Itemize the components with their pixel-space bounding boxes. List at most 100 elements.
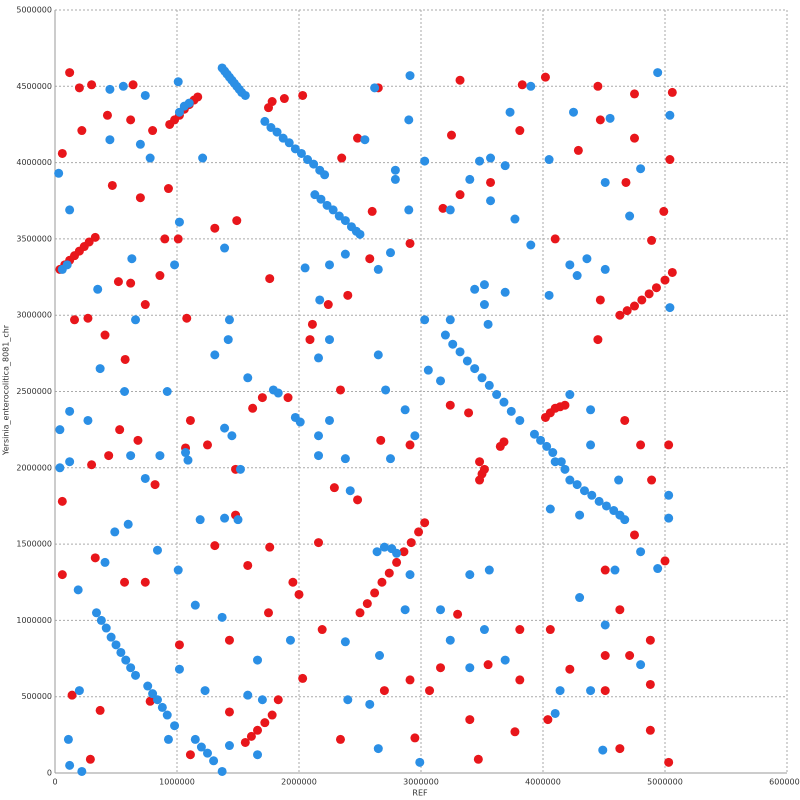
point xyxy=(486,196,496,206)
point xyxy=(586,405,596,415)
point xyxy=(365,254,375,264)
point xyxy=(224,635,234,645)
point xyxy=(120,387,130,396)
point xyxy=(440,330,450,340)
point xyxy=(155,451,165,461)
point xyxy=(73,585,83,595)
point xyxy=(365,699,375,709)
point xyxy=(126,115,136,125)
point xyxy=(340,454,350,464)
point xyxy=(601,501,611,511)
point xyxy=(57,148,67,158)
point xyxy=(210,350,220,360)
point xyxy=(400,405,410,415)
point xyxy=(660,275,670,285)
point xyxy=(113,277,123,287)
point xyxy=(343,695,353,705)
point xyxy=(233,515,243,525)
point xyxy=(57,570,67,580)
point xyxy=(659,206,669,216)
point xyxy=(484,565,494,575)
point xyxy=(90,232,100,242)
point xyxy=(273,388,283,398)
point xyxy=(410,733,420,743)
point xyxy=(587,490,597,500)
point xyxy=(475,156,485,166)
point xyxy=(121,655,131,665)
point xyxy=(126,663,136,673)
point xyxy=(465,570,475,580)
point xyxy=(438,203,448,213)
y-tick-label: 0 xyxy=(47,769,52,778)
point xyxy=(404,115,414,125)
point xyxy=(309,159,319,169)
point xyxy=(65,457,75,467)
point xyxy=(420,518,430,528)
point xyxy=(243,373,253,383)
point xyxy=(210,223,220,233)
point xyxy=(123,519,133,529)
point xyxy=(298,673,308,683)
point xyxy=(118,81,128,91)
point xyxy=(544,155,554,165)
point xyxy=(600,565,610,575)
point xyxy=(150,480,160,490)
y-axis-label: Yersinia_enterocolitica_8081_chr xyxy=(2,324,11,456)
point xyxy=(198,153,208,163)
point xyxy=(294,589,304,599)
point xyxy=(586,686,596,696)
point xyxy=(272,127,282,137)
point xyxy=(630,530,639,540)
y-tick-label: 2000000 xyxy=(16,463,52,472)
point xyxy=(217,612,227,622)
y-tick-label: 3000000 xyxy=(16,311,52,320)
point xyxy=(615,605,625,615)
point xyxy=(190,600,200,610)
point xyxy=(565,260,575,270)
point xyxy=(55,463,65,473)
point xyxy=(565,390,575,400)
point xyxy=(484,380,494,390)
point xyxy=(152,695,162,705)
point xyxy=(95,705,105,715)
point xyxy=(473,754,483,764)
point xyxy=(445,635,455,645)
point xyxy=(595,115,605,125)
point xyxy=(307,319,317,329)
point xyxy=(162,710,172,720)
point xyxy=(223,335,233,345)
y-tick-label: 2500000 xyxy=(16,387,52,396)
point xyxy=(479,464,489,474)
point xyxy=(665,303,675,313)
point xyxy=(405,675,415,685)
point xyxy=(499,397,509,407)
point xyxy=(170,721,180,731)
y-tick-label: 4500000 xyxy=(16,82,52,91)
point xyxy=(314,353,324,363)
point xyxy=(240,90,250,100)
point xyxy=(127,254,137,264)
point xyxy=(423,365,433,375)
point xyxy=(335,734,345,744)
point xyxy=(548,448,558,458)
point xyxy=(645,635,655,645)
point xyxy=(644,289,654,299)
point xyxy=(320,170,330,180)
point xyxy=(232,216,242,226)
point xyxy=(515,415,525,425)
point xyxy=(74,686,84,696)
point xyxy=(625,211,635,221)
x-tick-label: 3000000 xyxy=(403,778,439,787)
point xyxy=(575,593,585,603)
point xyxy=(95,364,105,374)
point xyxy=(593,81,603,91)
point xyxy=(283,393,293,403)
point xyxy=(647,235,657,245)
point xyxy=(436,663,446,673)
point xyxy=(305,335,315,345)
point xyxy=(240,737,250,747)
point xyxy=(517,80,527,90)
point xyxy=(148,689,158,699)
x-tick-label: 4000000 xyxy=(525,778,561,787)
point xyxy=(260,116,270,126)
